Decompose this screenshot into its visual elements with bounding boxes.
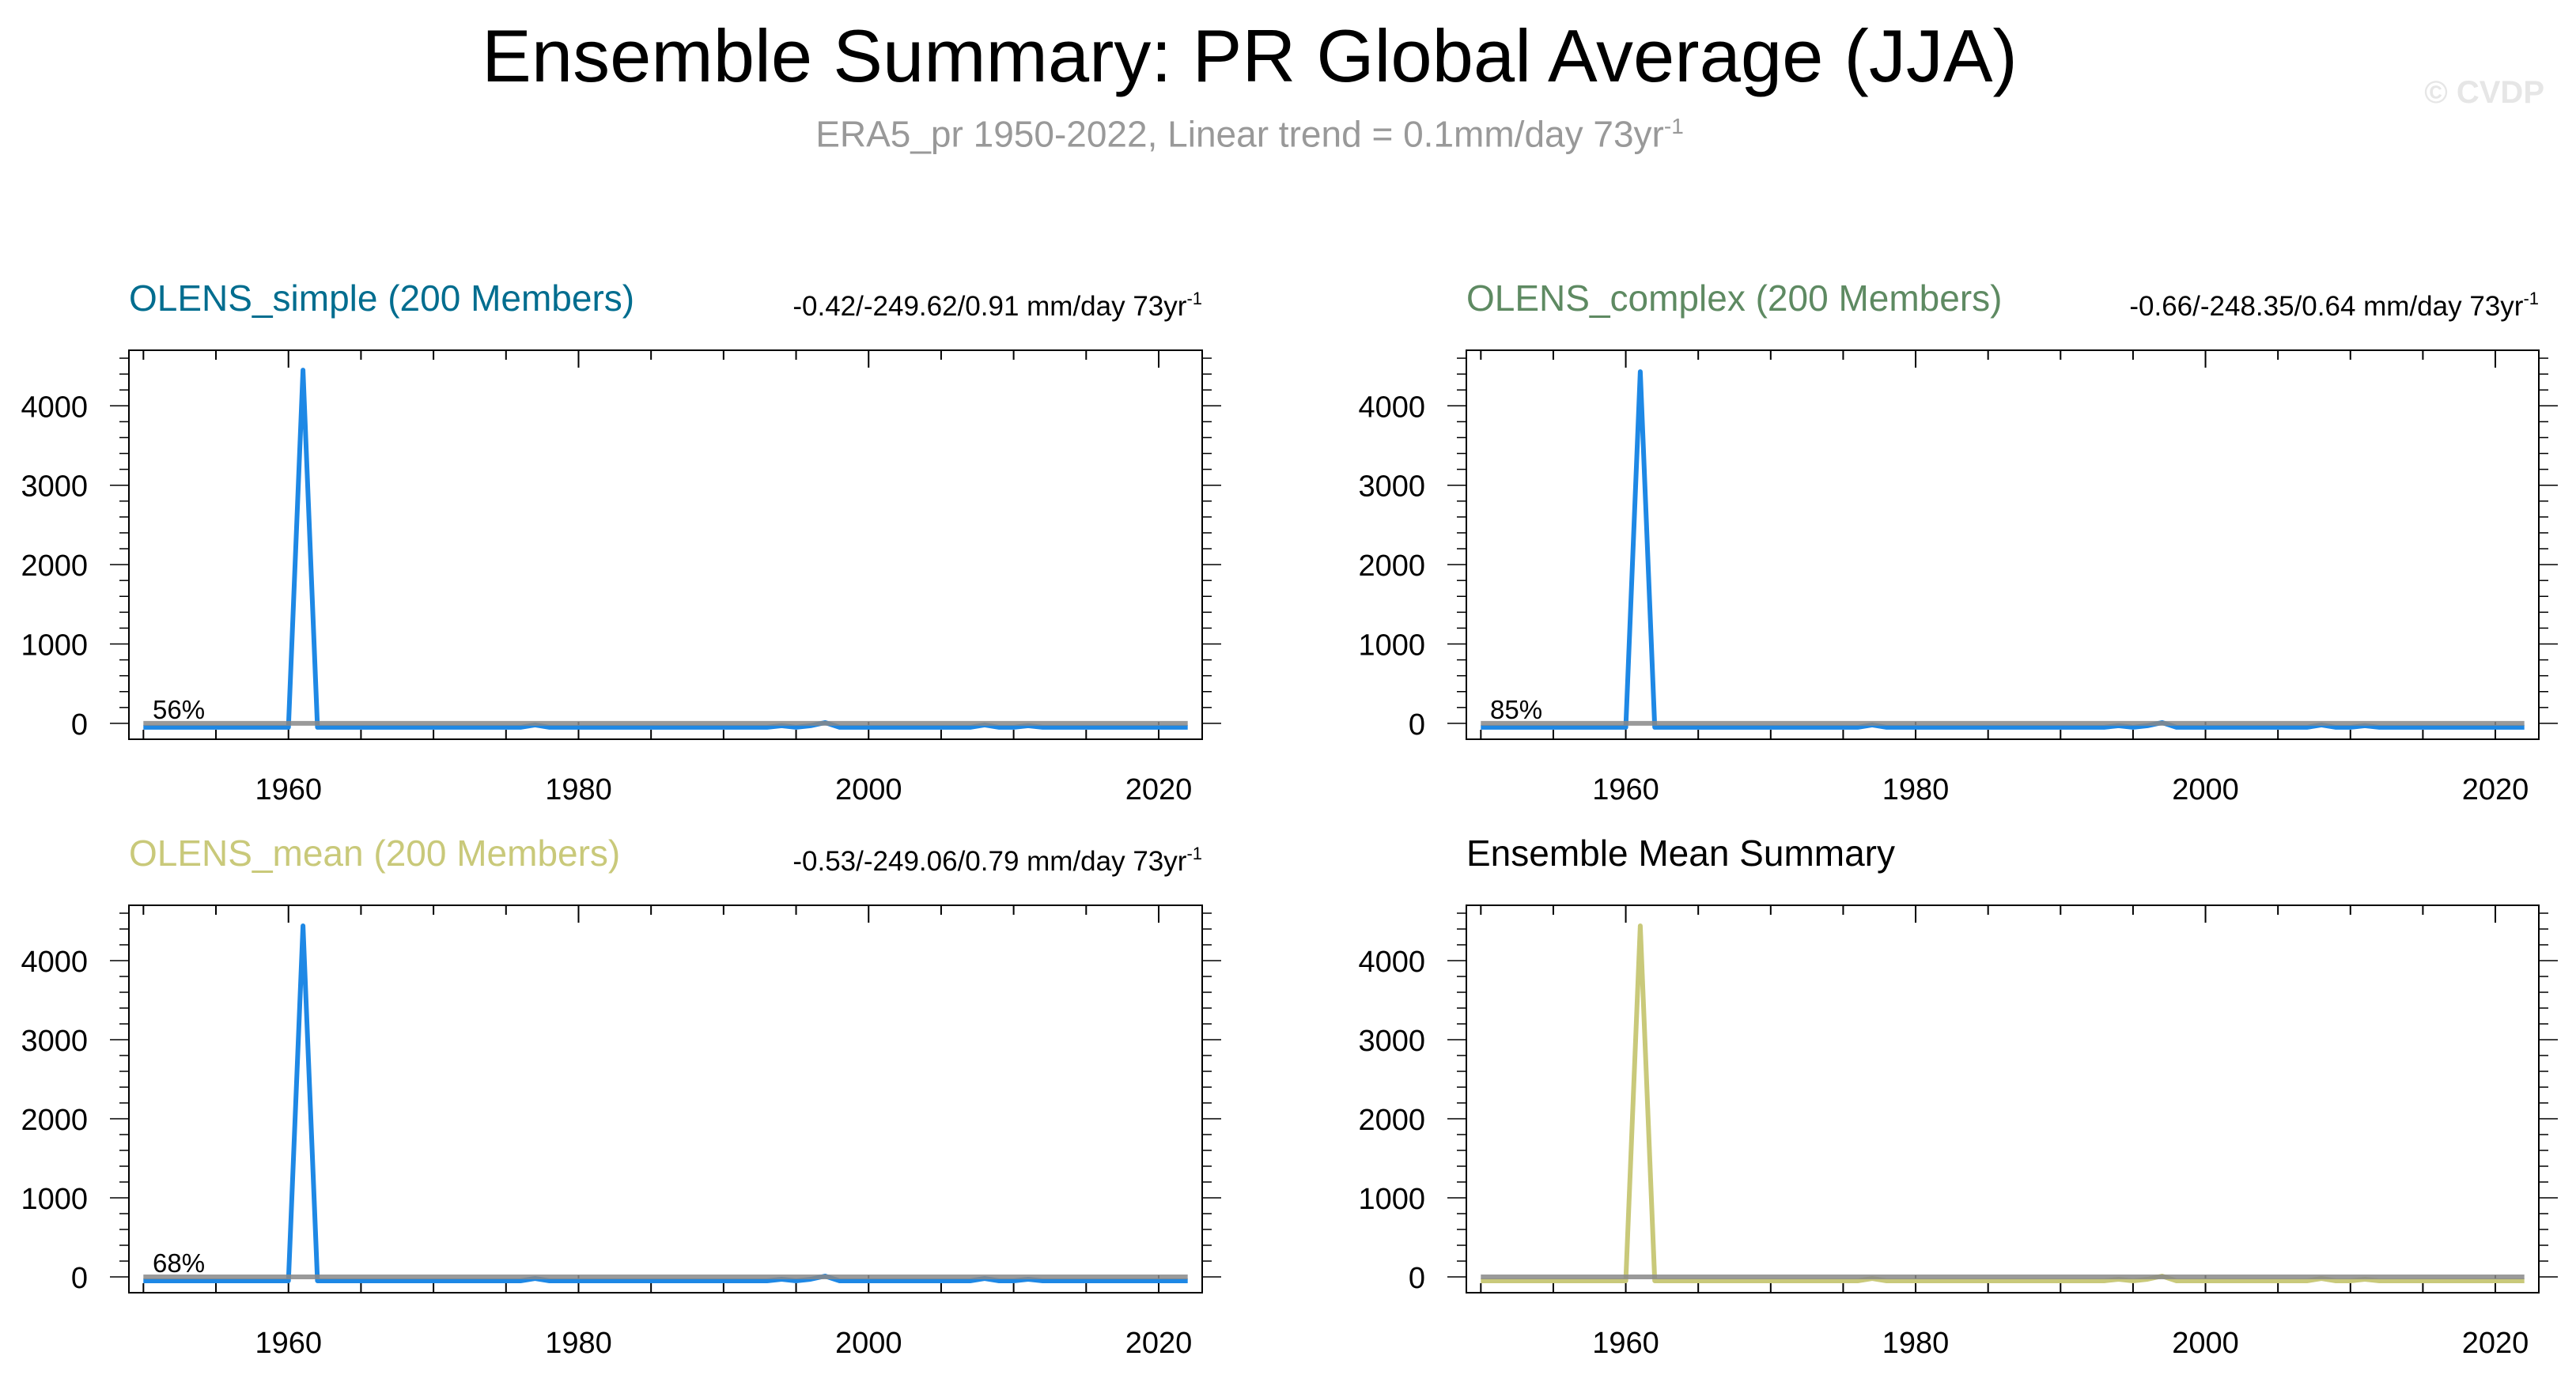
panel-stats-superscript: -1 [2523,289,2539,308]
y-tick-label: 0 [71,1262,88,1295]
y-tick-label: 1000 [21,1183,88,1216]
y-tick-label: 1000 [1358,1183,1425,1216]
y-tick-label: 4000 [1358,946,1425,979]
chart-panel-2: 0 1000 2000 3000 4000 1960 1980 2000 2020 OLENS_c… [1358,278,2558,806]
subtitle-superscript: -1 [1663,114,1684,138]
x-tick-label: 2000 [835,1327,902,1360]
series-line [143,368,1188,730]
chart-panel-3: 0 1000 2000 3000 4000 1960 1980 2000 2020 OLENS_m… [21,833,1221,1360]
y-tick-label: 2000 [21,1104,88,1137]
page-title: Ensemble Summary: PR Global Average (JJA… [482,14,2018,97]
y-tick-label: 2000 [21,549,88,583]
x-tick-label: 2000 [2172,1327,2239,1360]
y-tick-label: 4000 [21,946,88,979]
x-tick-label: 1980 [1882,773,1950,806]
x-tick-label: 2000 [835,773,902,806]
cvdp-watermark: © CVDP [2424,75,2544,110]
panel-title: OLENS_simple (200 Members) [129,278,634,319]
panel-stats: -0.66/-248.35/0.64 mm/day 73yr-1 [2129,289,2539,322]
y-tick-label: 3000 [21,1025,88,1058]
percent-label: 85% [1490,695,1542,724]
series-line [1481,923,2525,1283]
subtitle-text: ERA5_pr 1950-2022, Linear trend = 0.1mm/… [815,113,1664,155]
y-tick-label: 1000 [21,629,88,663]
panel-stats-text: -0.53/-249.06/0.79 mm/day 73yr [792,846,1186,877]
x-tick-label: 1980 [1882,1327,1950,1360]
y-tick-label: 0 [71,708,88,742]
series-line [1481,369,2525,730]
series-line [143,923,1188,1283]
y-tick-label: 3000 [1358,1025,1425,1058]
plot-frame [128,904,1203,1293]
panel-stats: -0.53/-249.06/0.79 mm/day 73yr-1 [792,844,1202,877]
panel-stats-text: -0.42/-249.62/0.91 mm/day 73yr [792,291,1186,322]
chart-panel-1: 0 1000 2000 3000 4000 1960 1980 2000 2020 OLENS_s… [21,278,1221,806]
x-tick-label: 1960 [255,773,322,806]
panel-title: OLENS_mean (200 Members) [129,833,620,874]
x-tick-label: 1960 [1592,773,1659,806]
y-tick-label: 3000 [21,470,88,504]
percent-label: 68% [153,1248,205,1278]
x-tick-label: 1960 [1592,1327,1659,1360]
percent-label: 56% [153,695,205,724]
panel-stats-text: -0.66/-248.35/0.64 mm/day 73yr [2129,291,2523,322]
y-tick-label: 2000 [1358,549,1425,583]
panel-stats-superscript: -1 [1186,844,1202,863]
x-tick-label: 1980 [545,1327,612,1360]
y-tick-label: 0 [1409,708,1425,742]
page-subtitle: ERA5_pr 1950-2022, Linear trend = 0.1mm/… [0,104,2499,156]
x-tick-label: 1960 [255,1327,322,1360]
panel-title: OLENS_complex (200 Members) [1466,278,2002,319]
y-tick-label: 3000 [1358,470,1425,504]
panel-stats-superscript: -1 [1186,289,1202,308]
y-tick-label: 2000 [1358,1104,1425,1137]
chart-panel-4: 0 1000 2000 3000 4000 1960 1980 2000 2020 Ensembl… [1358,833,2558,1360]
x-tick-label: 2020 [1125,773,1193,806]
panel-title: Ensemble Mean Summary [1466,833,1895,874]
x-tick-label: 2000 [2172,773,2239,806]
x-tick-label: 1980 [545,773,612,806]
y-tick-label: 0 [1409,1262,1425,1295]
x-tick-label: 2020 [2462,1327,2529,1360]
x-tick-label: 2020 [2462,773,2529,806]
plot-frame [1466,904,2540,1293]
y-tick-label: 1000 [1358,629,1425,663]
y-tick-label: 4000 [21,391,88,424]
panel-stats: -0.42/-249.62/0.91 mm/day 73yr-1 [792,289,1202,322]
plot-frame [128,349,1203,740]
x-tick-label: 2020 [1125,1327,1193,1360]
y-tick-label: 4000 [1358,391,1425,424]
plot-frame [1466,349,2540,740]
